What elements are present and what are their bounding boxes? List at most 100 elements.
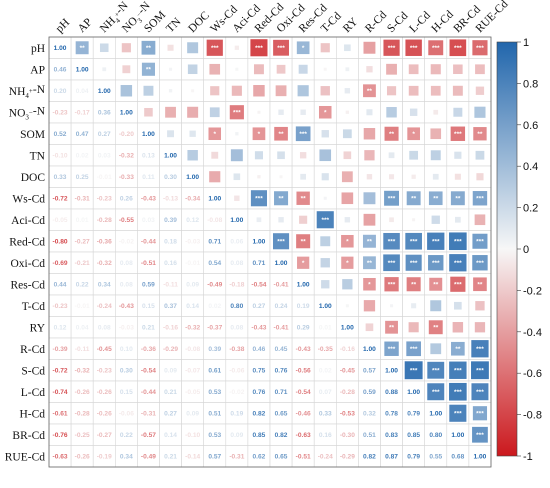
cell-value: -0.41 — [274, 282, 289, 289]
cell-square — [341, 192, 354, 205]
cell-value: 0.08 — [98, 325, 111, 332]
cell-value: -0.27 — [97, 432, 112, 439]
cell-square — [209, 63, 221, 75]
significance-stars: *** — [476, 368, 484, 375]
significance-stars: ** — [433, 282, 439, 289]
cell-square — [143, 85, 154, 96]
cell-value: 0.45 — [275, 346, 288, 353]
cell-value: 0.24 — [275, 303, 288, 310]
cell-square — [383, 232, 400, 250]
cell-value: 0.88 — [385, 389, 398, 396]
cell-value: 0.33 — [319, 411, 332, 418]
cell-value: 0.85 — [407, 432, 420, 439]
cell-square — [405, 39, 422, 56]
cell-square — [363, 300, 376, 312]
cell-square — [323, 67, 327, 71]
significance-stars: * — [258, 131, 261, 138]
significance-stars: *** — [476, 432, 484, 439]
significance-stars: *** — [410, 368, 418, 375]
cell-value: 1.00 — [142, 131, 155, 138]
row-label: TN — [30, 150, 46, 162]
cell-value: 0.15 — [142, 303, 155, 310]
cell-square — [363, 256, 376, 270]
cell-value: -0.54 — [296, 389, 311, 396]
cell-value: 0.08 — [120, 260, 133, 267]
cell-square — [321, 130, 329, 138]
cell-value: 0.51 — [363, 432, 376, 439]
cell-value: -0.27 — [75, 239, 90, 246]
cell-value: 1.00 — [363, 346, 376, 353]
cell-square — [386, 107, 397, 118]
cell-value: -0.38 — [229, 346, 244, 353]
cell-square — [341, 234, 354, 248]
cell-value: -0.19 — [97, 454, 112, 461]
cell-value: 1.00 — [253, 239, 266, 246]
cell-square — [122, 65, 131, 74]
column-label: RY — [341, 15, 361, 35]
cell-square — [210, 86, 220, 96]
cell-square — [365, 323, 374, 332]
cell-square — [256, 217, 262, 223]
cell-square — [141, 40, 156, 55]
cell-square — [209, 171, 221, 183]
cell-square — [229, 105, 244, 120]
significance-stars: *** — [476, 346, 484, 353]
significance-stars: * — [346, 239, 349, 246]
cell-value: 0.11 — [142, 174, 155, 181]
cell-square — [230, 149, 243, 162]
cell-value: 0.07 — [319, 389, 332, 396]
cell-square — [296, 234, 311, 249]
grid-border — [48, 36, 492, 468]
cell-value: 0.36 — [98, 110, 111, 117]
significance-stars: *** — [454, 282, 462, 289]
cell-value: 0.12 — [54, 325, 67, 332]
significance-stars: *** — [388, 346, 396, 353]
cell-value: -0.06 — [119, 411, 134, 418]
significance-stars: *** — [255, 45, 263, 52]
cell-square — [345, 304, 349, 308]
cell-square — [165, 106, 176, 118]
colorbar-tick-label: 0.6 — [523, 120, 538, 132]
cell-square — [408, 85, 419, 96]
cell-value: 0.44 — [54, 282, 67, 289]
cell-square — [342, 279, 353, 290]
cell-square — [273, 233, 290, 250]
cell-value: -0.45 — [97, 346, 112, 353]
cell-square — [384, 126, 399, 141]
colorbar-tick-label: -0.8 — [523, 410, 542, 422]
cell-value: 0.21 — [142, 325, 155, 332]
cell-value: -0.31 — [141, 411, 156, 418]
cell-square — [473, 277, 487, 292]
cell-square — [430, 64, 441, 75]
cell-value: -0.56 — [296, 368, 311, 375]
cell-value: 0.14 — [164, 432, 177, 439]
cell-value: 0.22 — [76, 282, 89, 289]
cell-value: 1.00 — [297, 282, 310, 289]
cell-value: -0.05 — [53, 217, 68, 224]
row-label: Aci-Cd — [11, 215, 45, 227]
cell-value: -0.33 — [119, 174, 134, 181]
significance-stars: *** — [321, 217, 329, 224]
cell-value: 0.08 — [120, 282, 133, 289]
cell-value: 0.01 — [76, 217, 89, 224]
cell-value: 0.13 — [142, 153, 155, 160]
cell-square — [319, 149, 332, 162]
cell-square — [427, 232, 445, 250]
cell-value: 0.09 — [186, 282, 199, 289]
cell-value: 1.00 — [230, 217, 243, 224]
significance-stars: *** — [432, 368, 440, 375]
cell-value: -0.76 — [53, 432, 68, 439]
cell-value: 0.46 — [54, 67, 67, 74]
row-label: T-Cd — [22, 301, 45, 313]
cell-value: 0.82 — [363, 454, 376, 461]
cell-square — [278, 217, 284, 223]
cell-value: 0.06 — [230, 239, 243, 246]
cell-square — [406, 277, 421, 292]
cell-square — [320, 258, 330, 268]
cell-square — [279, 175, 283, 179]
cell-value: -0.80 — [53, 239, 68, 246]
cell-square — [454, 151, 462, 159]
cell-square — [472, 40, 488, 56]
cell-square — [343, 151, 352, 160]
cell-value: 0.21 — [164, 454, 177, 461]
